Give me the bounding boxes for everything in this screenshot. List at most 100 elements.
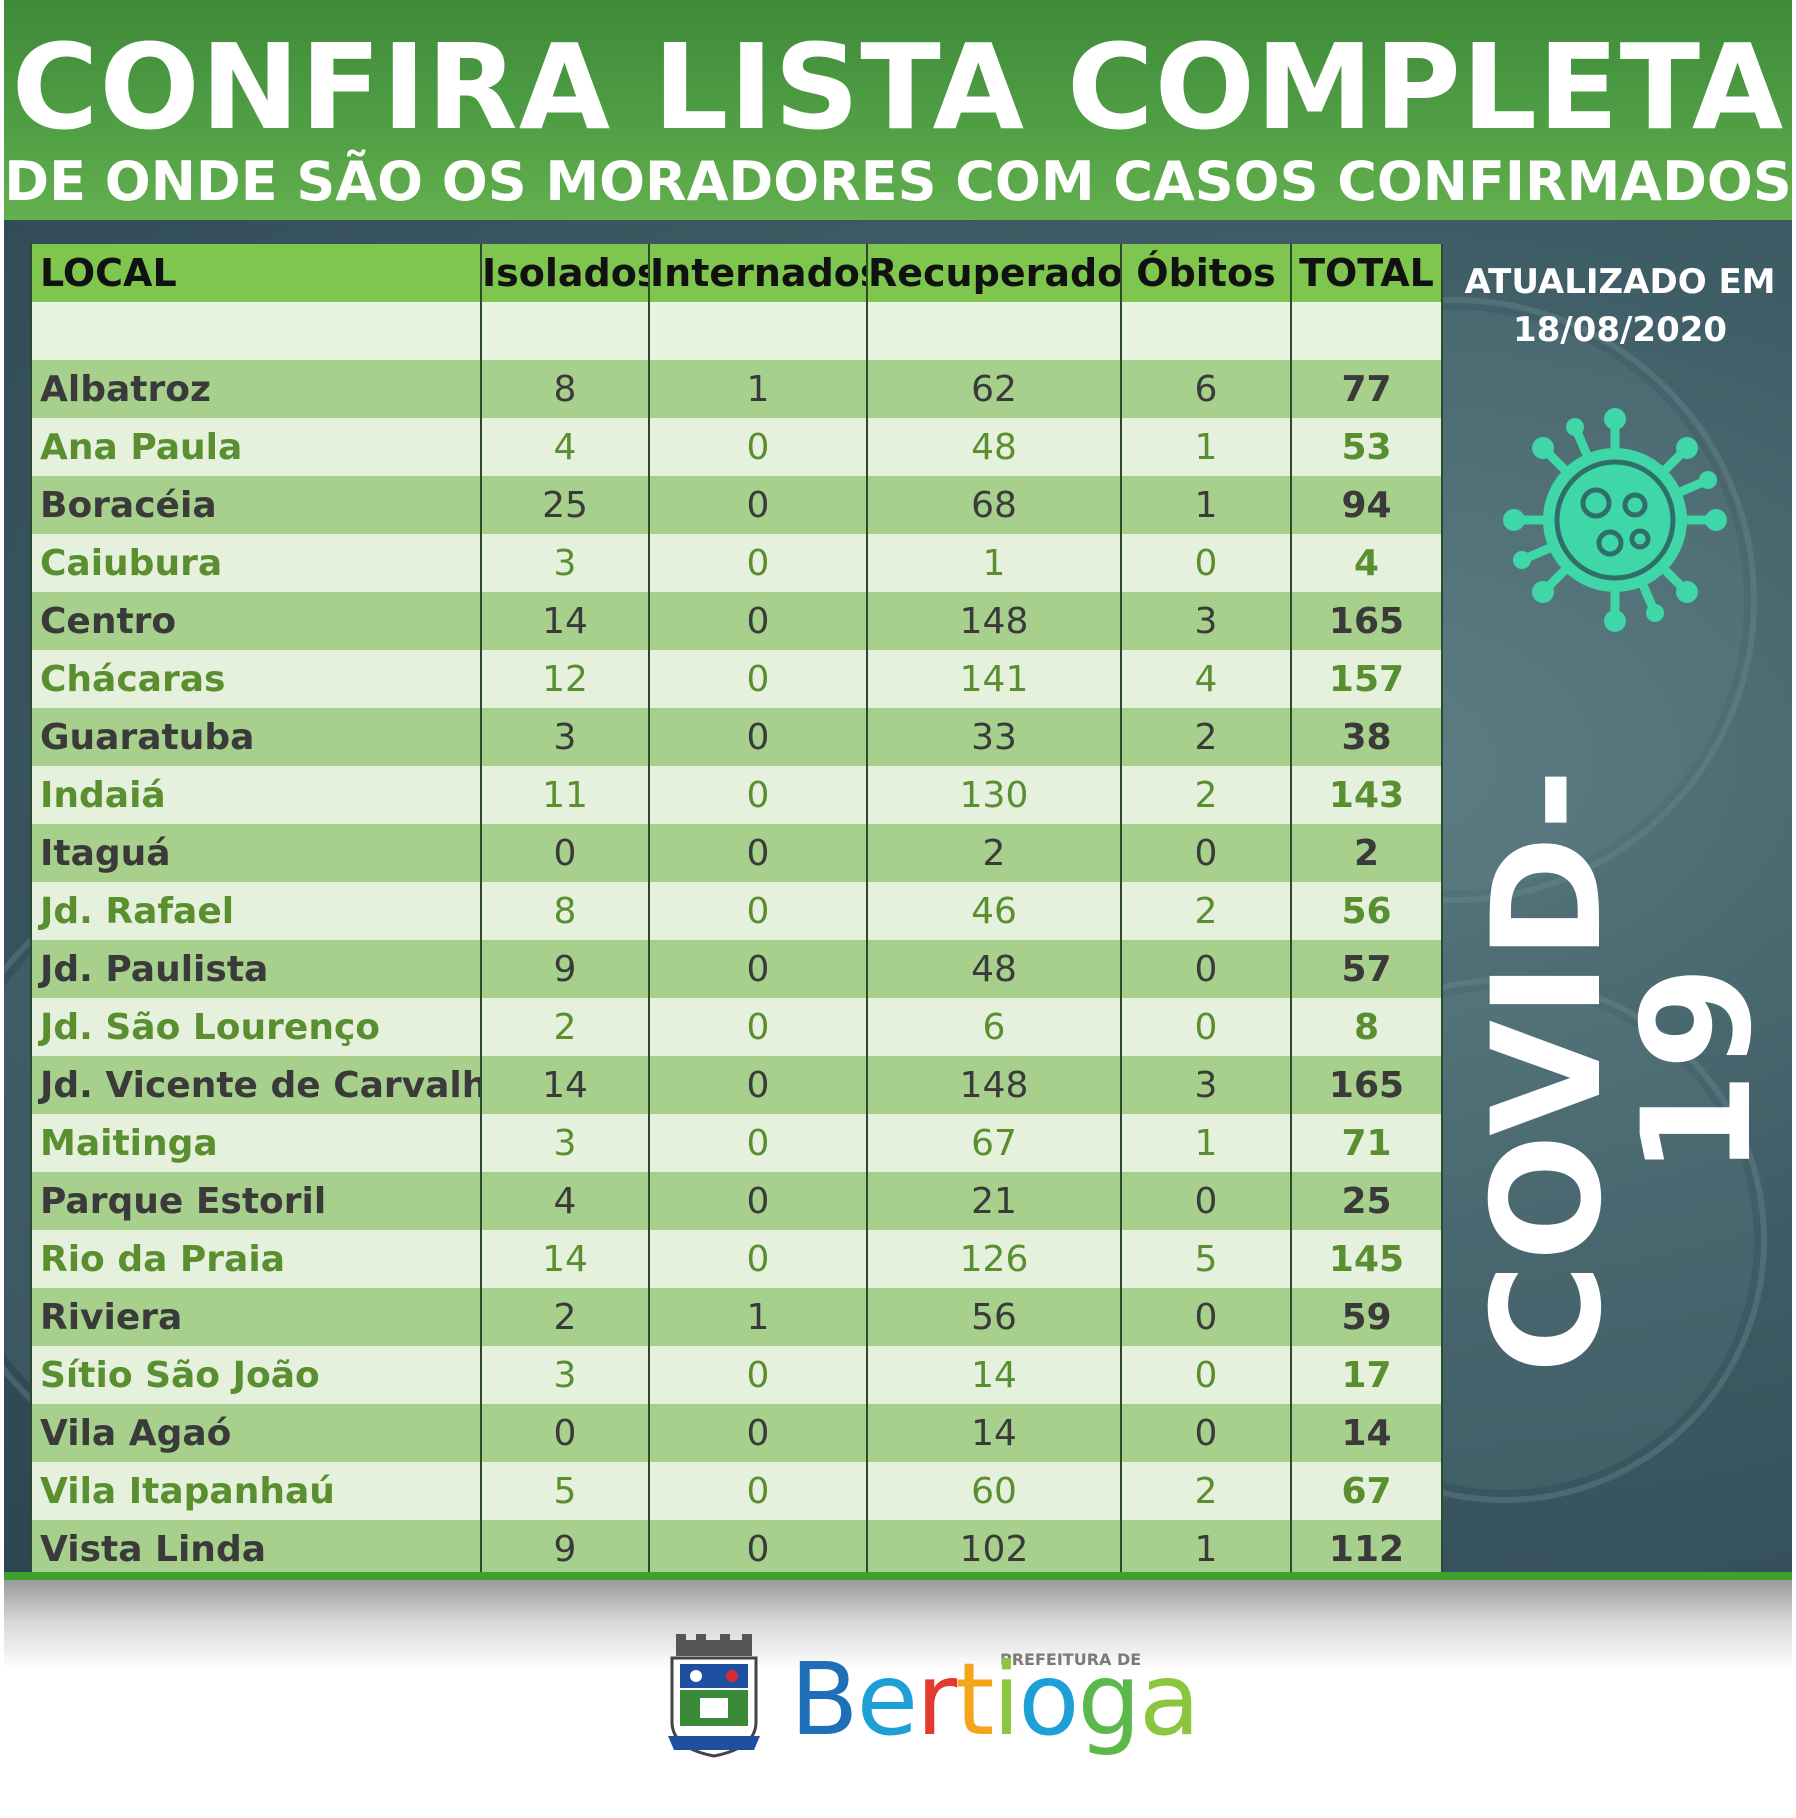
cell-obitos: 2 bbox=[1120, 766, 1292, 824]
cell-recuperados: 14 bbox=[866, 1404, 1122, 1462]
cell-internados: 0 bbox=[648, 476, 868, 534]
cell-obitos: 0 bbox=[1120, 1346, 1292, 1404]
cell-isolados: 9 bbox=[480, 1520, 650, 1581]
cell-internados: 0 bbox=[648, 650, 868, 708]
cell-internados: 0 bbox=[648, 708, 868, 766]
cell-local: Chácaras bbox=[30, 650, 482, 708]
cell-isolados: 12 bbox=[480, 650, 650, 708]
spacer-cell bbox=[1120, 302, 1292, 360]
cell-internados: 0 bbox=[648, 1172, 868, 1230]
cell-isolados: 8 bbox=[480, 360, 650, 418]
cell-obitos: 0 bbox=[1120, 1288, 1292, 1346]
spacer-cell bbox=[30, 302, 482, 360]
cell-isolados: 2 bbox=[480, 1288, 650, 1346]
cell-obitos: 0 bbox=[1120, 824, 1292, 882]
cell-total: 112 bbox=[1290, 1520, 1443, 1581]
cell-recuperados: 60 bbox=[866, 1462, 1122, 1520]
table-row: Albatroz 8 1 62 6 77 bbox=[30, 360, 1443, 418]
cell-recuperados: 148 bbox=[866, 1056, 1122, 1114]
table-header-row: LOCAL Isolados Internados Recuperados Ób… bbox=[30, 244, 1443, 302]
table-row: Jd. São Lourenço 2 0 6 0 8 bbox=[30, 998, 1443, 1056]
cell-recuperados: 1 bbox=[866, 534, 1122, 592]
cell-isolados: 14 bbox=[480, 592, 650, 650]
updated-date-label: ATUALIZADO EM 18/08/2020 bbox=[1455, 258, 1785, 354]
table-row: Centro 14 0 148 3 165 bbox=[30, 592, 1443, 650]
cell-recuperados: 48 bbox=[866, 940, 1122, 998]
cell-local: Ana Paula bbox=[30, 418, 482, 476]
cell-internados: 1 bbox=[648, 1288, 868, 1346]
cell-isolados: 3 bbox=[480, 708, 650, 766]
cell-recuperados: 33 bbox=[866, 708, 1122, 766]
cell-obitos: 0 bbox=[1120, 998, 1292, 1056]
cell-local: Jd. Vicente de Carvalho bbox=[30, 1056, 482, 1114]
cell-local: Parque Estoril bbox=[30, 1172, 482, 1230]
cell-isolados: 11 bbox=[480, 766, 650, 824]
updated-date: 18/08/2020 bbox=[1512, 310, 1728, 350]
cell-recuperados: 14 bbox=[866, 1346, 1122, 1404]
table-row: Chácaras 12 0 141 4 157 bbox=[30, 650, 1443, 708]
table-row: Itaguá 0 0 2 0 2 bbox=[30, 824, 1443, 882]
footer-shadow bbox=[4, 1580, 1792, 1670]
cell-internados: 0 bbox=[648, 1114, 868, 1172]
cell-recuperados: 21 bbox=[866, 1172, 1122, 1230]
cell-recuperados: 126 bbox=[866, 1230, 1122, 1288]
cell-internados: 0 bbox=[648, 1404, 868, 1462]
cell-local: Centro bbox=[30, 592, 482, 650]
cell-isolados: 3 bbox=[480, 1114, 650, 1172]
cell-recuperados: 2 bbox=[866, 824, 1122, 882]
cell-recuperados: 68 bbox=[866, 476, 1122, 534]
table-row: Indaiá 11 0 130 2 143 bbox=[30, 766, 1443, 824]
table-row: Vista Linda 9 0 102 1 112 bbox=[30, 1520, 1443, 1581]
cell-local: Itaguá bbox=[30, 824, 482, 882]
cell-local: Vista Linda bbox=[30, 1520, 482, 1581]
cell-internados: 0 bbox=[648, 1230, 868, 1288]
logo-letter: e bbox=[856, 1641, 919, 1758]
cell-isolados: 3 bbox=[480, 534, 650, 592]
cell-total: 17 bbox=[1290, 1346, 1443, 1404]
column-header-total: TOTAL bbox=[1290, 244, 1443, 302]
cell-obitos: 1 bbox=[1120, 1520, 1292, 1581]
cell-obitos: 4 bbox=[1120, 650, 1292, 708]
cell-total: 94 bbox=[1290, 476, 1443, 534]
cell-obitos: 1 bbox=[1120, 418, 1292, 476]
cell-total: 165 bbox=[1290, 1056, 1443, 1114]
cell-isolados: 4 bbox=[480, 1172, 650, 1230]
cell-total: 25 bbox=[1290, 1172, 1443, 1230]
cell-total: 59 bbox=[1290, 1288, 1443, 1346]
table-row: Jd. Vicente de Carvalho 14 0 148 3 165 bbox=[30, 1056, 1443, 1114]
cell-total: 145 bbox=[1290, 1230, 1443, 1288]
spacer-cell bbox=[866, 302, 1122, 360]
cell-isolados: 4 bbox=[480, 418, 650, 476]
cell-recuperados: 102 bbox=[866, 1520, 1122, 1581]
covid-19-vertical-label: COVID-19 bbox=[1461, 766, 1785, 1374]
cell-internados: 0 bbox=[648, 1462, 868, 1520]
logo-letter: a bbox=[1138, 1641, 1200, 1758]
cell-total: 67 bbox=[1290, 1462, 1443, 1520]
cell-total: 56 bbox=[1290, 882, 1443, 940]
cell-recuperados: 141 bbox=[866, 650, 1122, 708]
virus-icon bbox=[1503, 408, 1727, 632]
cell-isolados: 25 bbox=[480, 476, 650, 534]
cell-total: 38 bbox=[1290, 708, 1443, 766]
table-row: Caiubura 3 0 1 0 4 bbox=[30, 534, 1443, 592]
cell-internados: 0 bbox=[648, 534, 868, 592]
cell-total: 57 bbox=[1290, 940, 1443, 998]
cell-recuperados: 67 bbox=[866, 1114, 1122, 1172]
cell-obitos: 0 bbox=[1120, 1172, 1292, 1230]
column-header-local: LOCAL bbox=[30, 244, 482, 302]
logo-letter: i bbox=[992, 1641, 1020, 1758]
cell-local: Rio da Praia bbox=[30, 1230, 482, 1288]
cell-internados: 0 bbox=[648, 592, 868, 650]
cell-local: Jd. Paulista bbox=[30, 940, 482, 998]
cell-recuperados: 48 bbox=[866, 418, 1122, 476]
cell-isolados: 8 bbox=[480, 882, 650, 940]
cell-obitos: 0 bbox=[1120, 940, 1292, 998]
cell-total: 8 bbox=[1290, 998, 1443, 1056]
prefeitura-label: PREFEITURA DE bbox=[1000, 1650, 1142, 1669]
cell-local: Maitinga bbox=[30, 1114, 482, 1172]
logo-letter: B bbox=[790, 1641, 859, 1758]
table-row: Parque Estoril 4 0 21 0 25 bbox=[30, 1172, 1443, 1230]
cell-obitos: 2 bbox=[1120, 1462, 1292, 1520]
cell-local: Albatroz bbox=[30, 360, 482, 418]
cell-internados: 0 bbox=[648, 882, 868, 940]
